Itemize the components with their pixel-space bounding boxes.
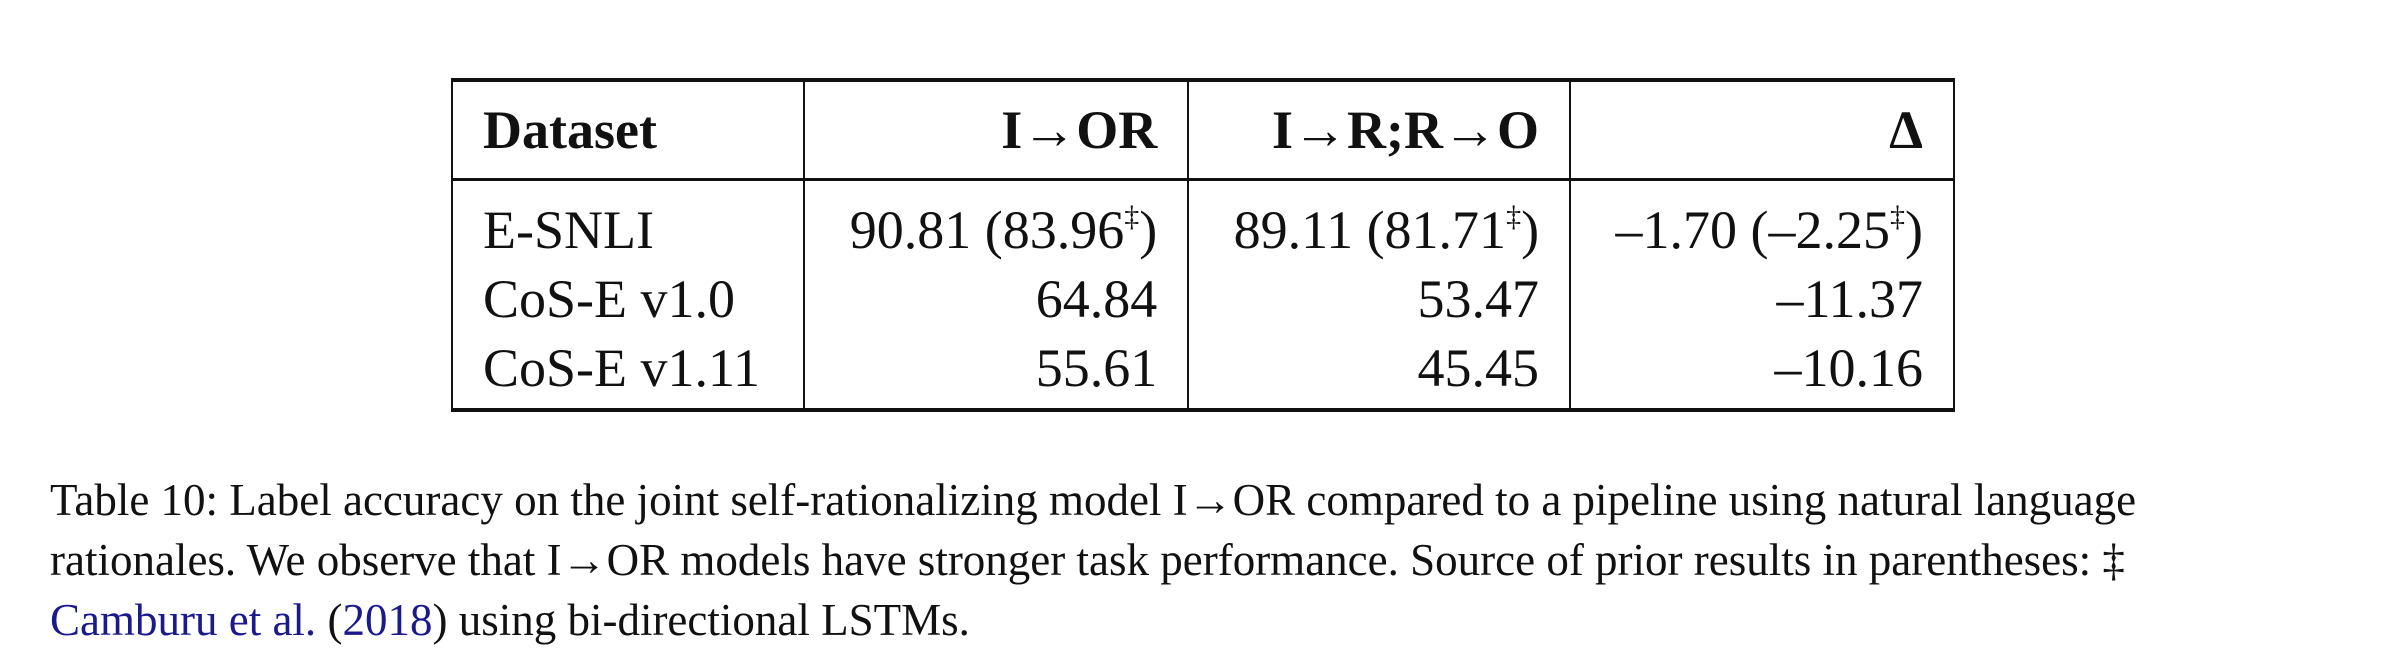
caption-text: ( [316, 595, 343, 645]
table-row: CoS-E v1.11 55.61 45.45 –10.16 [450, 333, 1955, 410]
caption-line: rationales. We observe that I→OR models … [50, 535, 2125, 585]
table-cell: 90.81 (83.96‡) [803, 179, 1190, 264]
table-cell: CoS-E v1.11 [450, 333, 806, 410]
table-cell: CoS-E v1.0 [450, 264, 806, 333]
caption-line: Table 10: Label accuracy on the joint se… [50, 475, 2137, 525]
cell-text: ) [1139, 199, 1158, 260]
table-cell: –10.16 [1569, 333, 1955, 410]
table-cell: 53.47 [1187, 264, 1572, 333]
table-row: E-SNLI 90.81 (83.96‡) 89.11 (81.71‡) –1.70 … [450, 179, 1955, 264]
header-row: Dataset I→OR I→R;R→O Δ [450, 80, 1955, 181]
table-cell: 45.45 [1187, 333, 1572, 410]
column-header: Δ [1569, 80, 1955, 181]
cell-text: ) [1521, 199, 1540, 260]
citation-author[interactable]: Camburu et al. [50, 595, 317, 645]
citation-year[interactable]: 2018 [342, 595, 433, 645]
table-cell: –11.37 [1569, 264, 1955, 333]
table-cell: E-SNLI [450, 179, 806, 264]
table-cell: 64.84 [803, 264, 1190, 333]
table-cell: 89.11 (81.71‡) [1187, 179, 1572, 264]
column-header: I→R;R→O [1187, 80, 1572, 181]
table-body: E-SNLI 90.81 (83.96‡) 89.11 (81.71‡) –1.70 … [450, 179, 1955, 410]
caption-line: Camburu et al. (2018) using bi-direction… [50, 598, 970, 643]
caption-text: using bi-directional LSTMs. [447, 595, 970, 645]
cell-text: 90.81 (83.96 [849, 199, 1125, 260]
table-cell: –1.70 (–2.25‡) [1569, 179, 1955, 264]
column-header: Dataset [450, 80, 806, 181]
cell-text: –1.70 (–2.25 [1615, 199, 1891, 260]
results-table: Dataset I→OR I→R;R→O Δ E-SNLI 90.81 (83.96‡)… [450, 78, 1955, 412]
footnote-mark: ‡ [1124, 199, 1140, 233]
footnote-mark: ‡ [1890, 199, 1906, 233]
caption-text: ) [432, 595, 448, 645]
footnote-mark: ‡ [1506, 199, 1522, 233]
table-row: CoS-E v1.0 64.84 53.47 –11.37 [450, 264, 1955, 333]
column-header: I→OR [803, 80, 1190, 181]
table-cell: 55.61 [803, 333, 1190, 410]
cell-text: 89.11 (81.71 [1233, 199, 1507, 260]
cell-text: ) [1905, 199, 1923, 260]
